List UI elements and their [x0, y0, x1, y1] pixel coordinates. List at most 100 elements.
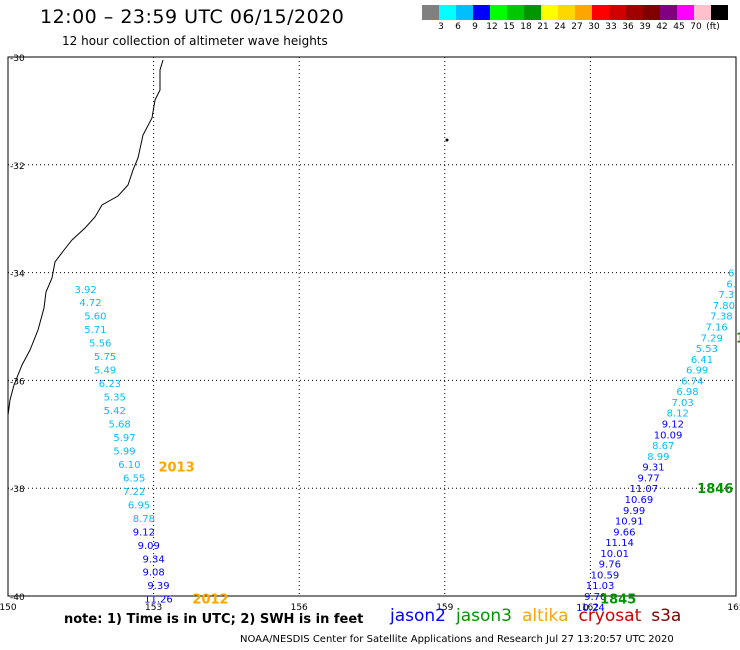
satellite-legend-item: s3a	[651, 606, 682, 626]
colorbar-label: 24	[554, 22, 566, 32]
x-tick-label: 159	[436, 603, 453, 612]
swh-value: 6.99	[686, 366, 708, 377]
colorbar-swatch	[439, 5, 456, 20]
swh-value: 9.09	[138, 541, 160, 552]
swh-value: 5.99	[113, 446, 135, 457]
chart-title: 12:00 – 23:59 UTC 06/15/2020	[40, 6, 345, 28]
colorbar-label: 6	[455, 22, 461, 32]
swh-value: 9.12	[133, 527, 155, 538]
swh-value: 6.98	[676, 387, 698, 398]
swh-value: 11.07	[629, 484, 658, 495]
swh-value: 4.72	[79, 298, 101, 309]
swh-value: 6.10	[118, 460, 140, 471]
colorbar-swatch	[592, 5, 609, 20]
colorbar-label: 30	[588, 22, 600, 32]
colorbar-label: 18	[520, 22, 532, 32]
chart-subtitle: 12 hour collection of altimeter wave hei…	[62, 34, 328, 48]
satellite-legend: jason2 jason3 altika cryosat s3a	[390, 606, 691, 626]
satellite-legend-item: jason3	[456, 606, 512, 626]
y-tick-label: -32	[10, 162, 25, 172]
swh-value: 5.60	[84, 312, 106, 323]
colorbar-labels: 3 6 9 12 15 18 21 24 27 30 33 36 39 42 45 70 (ft)	[422, 22, 740, 34]
swh-value: 9.34	[142, 554, 164, 565]
colorbar-label: 12	[486, 22, 498, 32]
swh-value: 10.01	[600, 549, 629, 560]
y-tick-label: -30	[10, 54, 25, 64]
swh-value: 9.31	[642, 463, 664, 474]
swh-value: 9.08	[142, 568, 164, 579]
swh-value: 9.76	[599, 560, 621, 571]
colorbar-swatch	[422, 5, 439, 20]
swh-value: 6.74	[681, 376, 703, 387]
colorbar-swatch	[660, 5, 677, 20]
colorbar-swatch	[609, 5, 626, 20]
swh-value: 7.29	[701, 333, 723, 344]
satellite-legend-item: jason2	[390, 606, 446, 626]
x-tick-label: 162	[582, 603, 599, 612]
swh-value: 7.38	[710, 312, 732, 323]
swh-value: 5.35	[104, 393, 126, 404]
colorbar-swatch	[694, 5, 711, 20]
x-tick-label: 165	[727, 603, 740, 612]
colorbar-swatch	[711, 5, 728, 20]
swh-value: 6.	[726, 279, 736, 290]
swh-value: 11.03	[586, 581, 615, 592]
colorbar-label: (ft)	[706, 22, 720, 32]
colorbar	[422, 5, 728, 20]
swh-value: 10.09	[654, 430, 683, 441]
pass-time-label: 1846	[697, 482, 733, 497]
colorbar-swatch	[490, 5, 507, 20]
swh-value: 8.78	[133, 514, 155, 525]
colorbar-swatch	[541, 5, 558, 20]
y-tick-label: -34	[10, 270, 25, 280]
colorbar-swatch	[524, 5, 541, 20]
swh-value: 5.68	[108, 420, 130, 431]
swh-value: 10.69	[625, 495, 654, 506]
swh-value: 7.3	[718, 290, 734, 301]
colorbar-swatch	[575, 5, 592, 20]
colorbar-swatch	[643, 5, 660, 20]
swh-value: 9.70	[584, 592, 606, 603]
swh-value: 5.97	[113, 433, 135, 444]
swh-value: 7.22	[123, 487, 145, 498]
swh-value: 6.95	[128, 500, 150, 511]
colorbar-swatch	[507, 5, 524, 20]
swh-value: 6.55	[123, 473, 145, 484]
colorbar-swatch	[456, 5, 473, 20]
swh-value: 10.91	[615, 517, 644, 528]
colorbar-label: 27	[571, 22, 583, 32]
satellite-legend-item: altika	[522, 606, 569, 626]
swh-value: 7.03	[671, 398, 693, 409]
island-dot	[445, 138, 449, 142]
swh-value: 5.75	[94, 352, 116, 363]
swh-value: 11.26	[144, 595, 173, 606]
colorbar-label: 70	[690, 22, 702, 32]
swh-value: 9.12	[662, 420, 684, 431]
swh-value: 8.12	[667, 409, 689, 420]
y-tick-label: -40	[10, 593, 25, 603]
colorbar-label: 42	[656, 22, 668, 32]
swh-value: 5.49	[94, 366, 116, 377]
coastline	[7, 59, 164, 416]
swh-value: 5.53	[696, 344, 718, 355]
pass-time-label: 1845	[600, 593, 636, 608]
colorbar-label: 21	[537, 22, 549, 32]
swh-value: 3.92	[75, 285, 97, 296]
x-tick-label: 156	[291, 603, 308, 612]
swh-value: 7.80	[713, 301, 735, 312]
swh-value: 10.24	[576, 603, 605, 612]
colorbar-label: 15	[503, 22, 515, 32]
colorbar-label: 39	[639, 22, 651, 32]
swh-value: 6	[728, 269, 734, 280]
swh-value: 5.71	[84, 325, 106, 336]
colorbar-swatch	[677, 5, 694, 20]
swh-value: 6.23	[99, 379, 121, 390]
pass-time-label: 2013	[158, 461, 194, 476]
swh-value: 6.41	[691, 355, 713, 366]
swh-value: 9.39	[147, 581, 169, 592]
y-tick-label: -38	[10, 485, 25, 495]
swh-value: 9.99	[623, 506, 645, 517]
colorbar-label: 33	[605, 22, 617, 32]
pass-time-label: 1	[736, 331, 740, 346]
y-tick-label: -36	[10, 377, 25, 387]
